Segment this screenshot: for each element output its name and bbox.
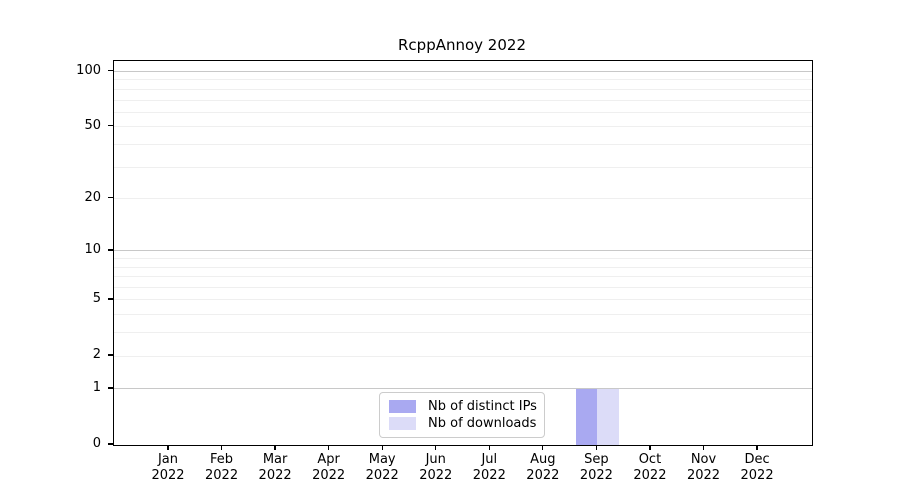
y-axis: 0 1 2 5 10 20 50 100 bbox=[0, 60, 113, 451]
x-tick-label: Jun 2022 bbox=[419, 452, 453, 483]
x-tick-label: Aug 2022 bbox=[526, 452, 560, 483]
x-tick-mark bbox=[542, 445, 544, 450]
x-tick-label: Jul 2022 bbox=[472, 452, 506, 483]
x-tick-label: Oct 2022 bbox=[633, 452, 667, 483]
gridline-minor bbox=[114, 88, 812, 90]
y-tick-label: 2 bbox=[92, 347, 101, 363]
legend-swatch-distinct-ips-icon bbox=[389, 400, 416, 413]
bar-downloads bbox=[597, 388, 619, 445]
x-tick-mark bbox=[381, 445, 383, 450]
x-tick-label: Mar 2022 bbox=[258, 452, 292, 483]
gridline-minor bbox=[114, 99, 812, 101]
y-tick-label: 100 bbox=[76, 62, 101, 78]
x-tick-mark bbox=[274, 445, 276, 450]
y-tick-mark bbox=[108, 249, 113, 251]
gridline-minor bbox=[114, 198, 812, 200]
gridline-minor bbox=[114, 111, 812, 113]
gridline-minor bbox=[114, 258, 812, 260]
x-axis: Jan 2022 Feb 2022 Mar 2022 Apr 2022 May 2022 Jun 20… bbox=[113, 445, 811, 493]
y-tick-mark bbox=[108, 196, 113, 199]
gridline-minor bbox=[114, 276, 812, 278]
legend-item-distinct-ips: Nb of distinct IPs bbox=[389, 399, 537, 414]
x-tick-label: Sep 2022 bbox=[579, 452, 613, 483]
x-tick-mark bbox=[488, 445, 490, 450]
bar-distinct-ips bbox=[576, 388, 598, 445]
legend-label-distinct-ips: Nb of distinct IPs bbox=[428, 399, 537, 414]
x-tick-label: Apr 2022 bbox=[312, 452, 346, 483]
gridline-major bbox=[114, 388, 812, 390]
gridline-minor bbox=[114, 166, 812, 168]
legend: Nb of distinct IPs Nb of downloads bbox=[379, 392, 545, 438]
x-tick-mark bbox=[220, 445, 223, 450]
x-tick-label: Nov 2022 bbox=[686, 452, 721, 483]
gridline-major bbox=[114, 70, 812, 72]
x-tick-mark bbox=[702, 445, 705, 450]
x-tick-label: May 2022 bbox=[365, 452, 399, 483]
y-tick-label: 10 bbox=[84, 241, 101, 257]
legend-swatch-downloads-icon bbox=[389, 417, 416, 430]
gridline-minor bbox=[114, 126, 812, 128]
y-tick-label: 1 bbox=[92, 379, 101, 395]
y-tick-mark bbox=[108, 443, 113, 445]
y-tick-mark bbox=[108, 387, 113, 389]
gridline-minor bbox=[114, 299, 812, 301]
y-tick-mark bbox=[108, 69, 113, 72]
gridline-minor bbox=[114, 314, 812, 316]
y-tick-mark bbox=[108, 125, 113, 127]
x-tick-mark bbox=[328, 445, 330, 450]
y-tick-label: 0 bbox=[92, 436, 101, 451]
legend-label-downloads: Nb of downloads bbox=[428, 416, 537, 431]
chart-title: RcppAnnoy 2022 bbox=[398, 36, 526, 54]
gridline-minor bbox=[114, 287, 812, 289]
x-tick-label: Feb 2022 bbox=[205, 452, 239, 483]
x-tick-mark bbox=[649, 445, 651, 450]
gridline-minor bbox=[114, 143, 812, 145]
plot-area: Nb of distinct IPs Nb of downloads bbox=[113, 60, 813, 446]
gridline-minor bbox=[114, 332, 812, 334]
y-tick-label: 5 bbox=[92, 290, 101, 306]
gridline-major bbox=[114, 250, 812, 252]
x-tick-mark bbox=[756, 445, 758, 450]
y-tick-label: 20 bbox=[84, 189, 101, 205]
y-tick-label: 50 bbox=[84, 117, 101, 133]
x-tick-mark bbox=[595, 445, 598, 450]
x-tick-label: Dec 2022 bbox=[740, 452, 774, 483]
y-tick-mark bbox=[108, 354, 113, 356]
x-tick-mark bbox=[167, 445, 169, 450]
gridline-minor bbox=[114, 79, 812, 81]
x-tick-label: Jan 2022 bbox=[151, 452, 185, 483]
gridline-minor bbox=[114, 266, 812, 268]
x-tick-mark bbox=[435, 445, 437, 450]
y-tick-mark bbox=[108, 298, 113, 300]
legend-item-downloads: Nb of downloads bbox=[389, 416, 537, 431]
gridline-minor bbox=[114, 355, 812, 357]
